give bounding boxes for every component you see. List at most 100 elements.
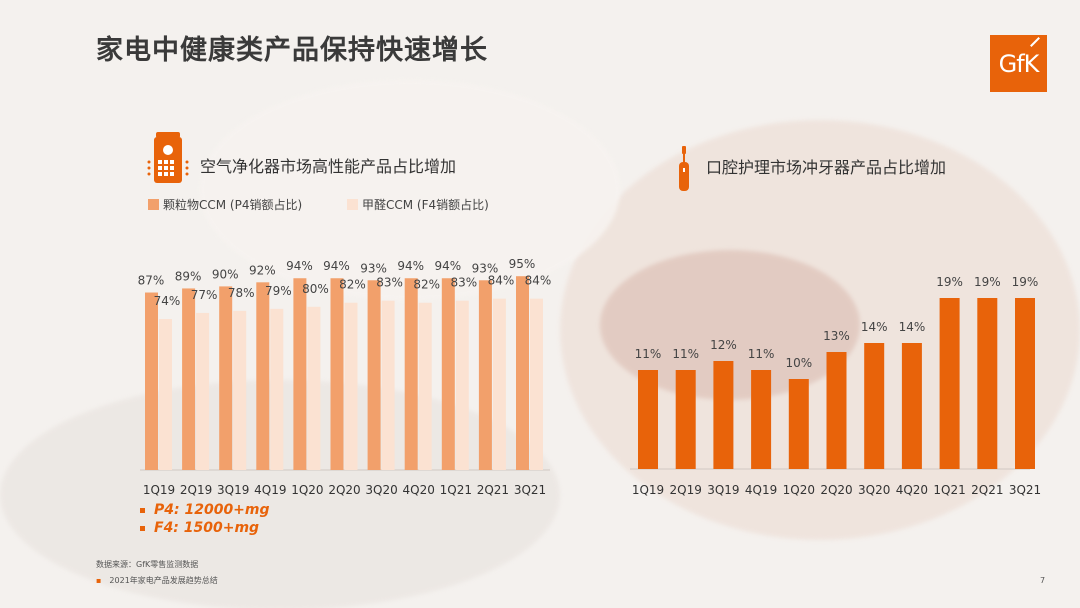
- data-label: 19%: [974, 275, 1001, 289]
- legend-label-particle: 颗粒物CCM (P4销额占比): [163, 198, 303, 212]
- bar-particle: [182, 288, 196, 470]
- tick-label: 2Q19: [670, 483, 702, 497]
- bar-oral-care: [751, 370, 772, 469]
- bar-particle: [219, 286, 233, 470]
- legend-swatch-particle: [148, 199, 159, 210]
- tick-label: 2Q20: [820, 483, 852, 497]
- data-label: 92%: [249, 263, 276, 277]
- data-label: 13%: [823, 329, 850, 343]
- bar-formaldehyde: [344, 302, 358, 470]
- note-p4-text: P4: 12000+mg: [154, 502, 270, 518]
- data-label: 90%: [212, 267, 239, 281]
- tick-label: 1Q19: [143, 483, 175, 497]
- bar-particle: [441, 278, 455, 470]
- data-label: 14%: [899, 320, 926, 334]
- data-label: 11%: [672, 347, 699, 361]
- bar-formaldehyde: [530, 298, 543, 470]
- bar-oral-care: [939, 298, 960, 469]
- tick-label: 3Q19: [707, 483, 739, 497]
- data-label: 11%: [748, 347, 775, 361]
- legend-formaldehyde: 甲醛CCM (F4销额占比): [347, 196, 489, 213]
- data-label: 82%: [339, 278, 366, 292]
- data-label: 80%: [302, 282, 329, 296]
- legend-swatch-formaldehyde: [347, 199, 358, 210]
- air-purifier-icon: [147, 132, 189, 183]
- bar-formaldehyde: [418, 302, 432, 470]
- data-label: 10%: [785, 356, 812, 370]
- tick-label: 1Q20: [291, 483, 323, 497]
- data-label: 19%: [1012, 275, 1039, 289]
- data-label: 12%: [710, 338, 737, 352]
- footer-report: ▪ 2021年家电产品发展趋势总结: [96, 575, 218, 586]
- data-label: 93%: [360, 261, 387, 275]
- gfk-logo: GfK: [990, 35, 1047, 92]
- data-label: 95%: [509, 257, 536, 271]
- bar-formaldehyde: [381, 300, 395, 470]
- tick-label: 1Q19: [632, 483, 664, 497]
- bar-oral-care: [901, 343, 922, 469]
- bar-particle: [330, 278, 344, 470]
- bar-particle: [293, 278, 307, 470]
- bar-formaldehyde: [307, 306, 321, 470]
- bar-particle: [256, 282, 270, 470]
- bar-oral-care: [675, 370, 696, 469]
- data-label: 78%: [228, 286, 255, 300]
- data-label: 82%: [413, 278, 440, 292]
- legend-label-formaldehyde: 甲醛CCM (F4销额占比): [362, 198, 489, 212]
- tick-label: 3Q20: [858, 483, 890, 497]
- tick-label: 3Q20: [365, 483, 397, 497]
- data-label: 77%: [191, 288, 218, 302]
- bar-formaldehyde: [196, 312, 210, 470]
- tick-label: 2Q21: [477, 483, 509, 497]
- bar-formaldehyde: [492, 298, 506, 470]
- tick-label: 1Q20: [783, 483, 815, 497]
- note-f4: F4: 1500+mg: [140, 520, 259, 536]
- data-label: 74%: [154, 294, 181, 308]
- tick-label: 1Q21: [440, 483, 472, 497]
- data-label: 94%: [286, 259, 313, 273]
- bar-particle: [367, 280, 381, 470]
- data-label: 94%: [323, 259, 350, 273]
- note-bullet: [140, 525, 145, 531]
- oral-care-title: 口腔护理市场冲牙器产品占比增加: [706, 158, 947, 177]
- footer-source: 数据来源：GfK零售监测数据: [96, 560, 199, 569]
- note-p4: P4: 12000+mg: [140, 502, 270, 518]
- note-bullet: [140, 507, 145, 513]
- data-label: 79%: [265, 284, 292, 298]
- bar-oral-care: [864, 343, 885, 469]
- tick-label: 3Q21: [514, 483, 546, 497]
- bar-particle: [478, 280, 492, 470]
- footer-report-text: 2021年家电产品发展趋势总结: [109, 576, 218, 585]
- data-label: 87%: [138, 274, 165, 288]
- data-label: 14%: [861, 320, 888, 334]
- tick-label: 2Q19: [180, 483, 212, 497]
- bar-oral-care: [638, 370, 658, 469]
- bar-particle: [404, 278, 418, 470]
- bar-oral-care: [713, 361, 734, 469]
- note-f4-text: F4: 1500+mg: [154, 520, 260, 536]
- footer-bullet: ▪: [96, 576, 102, 585]
- data-label: 84%: [488, 274, 515, 288]
- bar-particle: [145, 292, 158, 470]
- tick-label: 1Q21: [933, 483, 965, 497]
- page-number: 7: [1040, 576, 1046, 585]
- tick-label: 4Q20: [896, 483, 928, 497]
- tick-label: 2Q20: [328, 483, 360, 497]
- air-purifier-title: 空气净化器市场高性能产品占比增加: [200, 157, 457, 176]
- bar-oral-care: [977, 298, 998, 469]
- tick-label: 4Q20: [403, 483, 435, 497]
- legend-particle: 颗粒物CCM (P4销额占比): [148, 196, 302, 213]
- tick-label: 3Q19: [217, 483, 249, 497]
- bar-particle: [516, 276, 529, 470]
- bar-formaldehyde: [233, 310, 247, 470]
- logo-text: GfK: [998, 49, 1040, 78]
- data-label: 93%: [472, 261, 499, 275]
- bar-formaldehyde: [270, 308, 284, 470]
- data-label: 83%: [450, 276, 477, 290]
- tick-label: 4Q19: [254, 483, 286, 497]
- electric-toothbrush-icon: [679, 146, 689, 191]
- tick-label: 2Q21: [971, 483, 1003, 497]
- data-label: 83%: [376, 276, 403, 290]
